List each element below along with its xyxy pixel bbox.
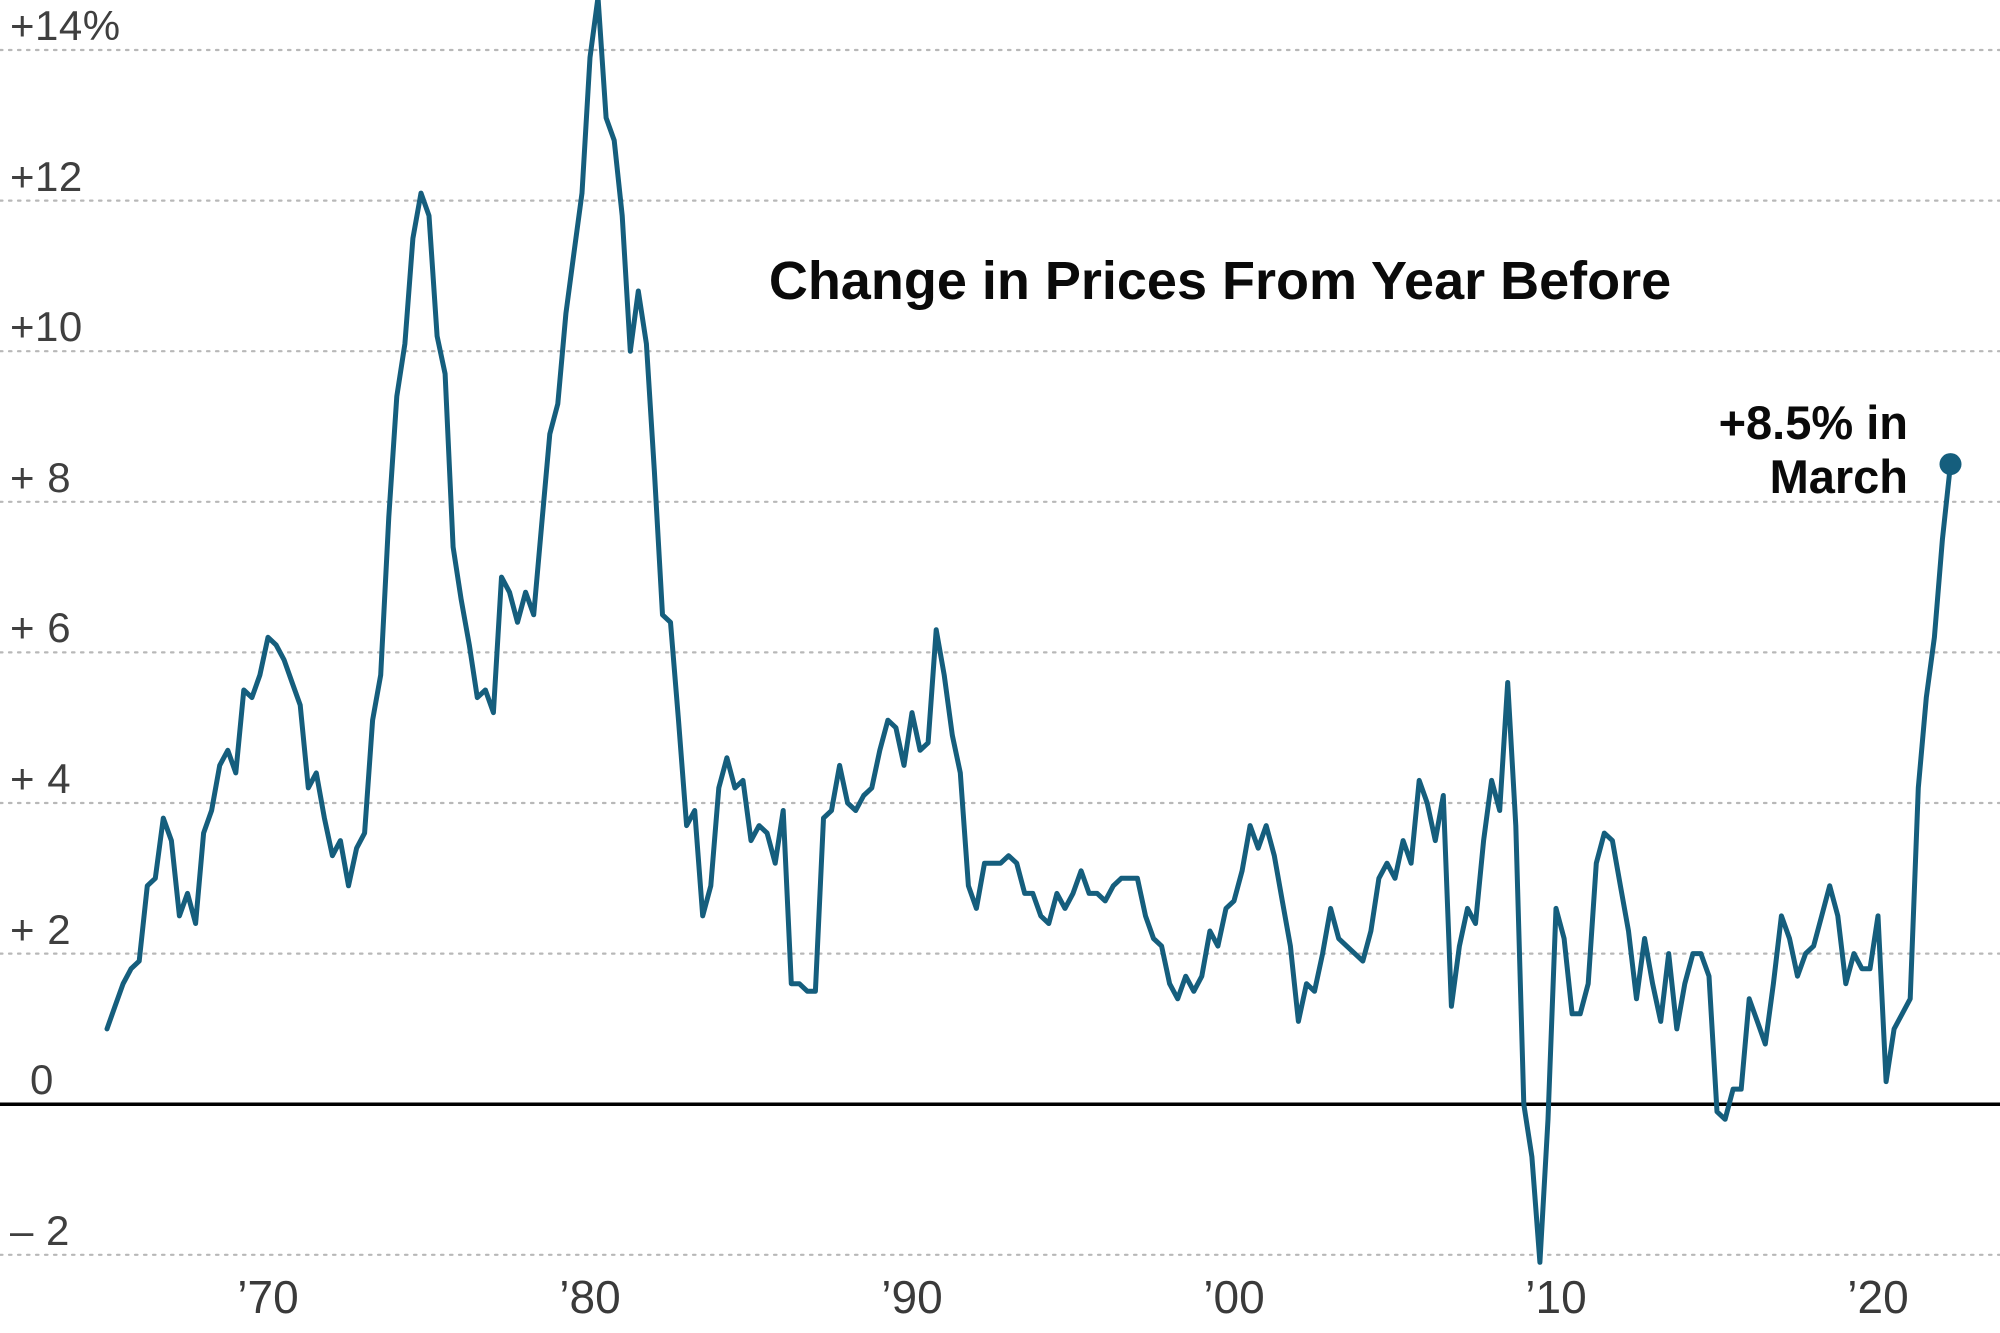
x-axis-label: ’80: [559, 1271, 621, 1323]
y-axis-label: + 8: [10, 453, 72, 501]
x-axis-label: ’00: [1203, 1271, 1265, 1323]
end-annotation: +8.5% in March: [1719, 396, 1908, 504]
series-line: [104, 0, 1953, 1265]
x-axis-label: ’90: [881, 1271, 943, 1323]
x-axis-label: ’70: [237, 1271, 299, 1323]
y-axis-label: + 6: [10, 604, 72, 652]
end-annotation-line2: March: [1769, 450, 1908, 504]
x-axis-label: ’10: [1525, 1271, 1587, 1323]
y-axis-label: + 4: [10, 755, 72, 802]
chart-title: Change in Prices From Year Before: [768, 251, 1672, 311]
end-annotation-line1: +8.5% in: [1718, 396, 1908, 449]
y-axis-label: +10: [10, 303, 83, 351]
y-axis-label: +14%: [10, 2, 121, 49]
y-axis-label: + 2: [10, 905, 72, 953]
x-axis-label: ’20: [1847, 1271, 1909, 1323]
end-dot: [1939, 453, 1962, 476]
y-axis-label: +12: [10, 152, 83, 200]
y-axis-label: – 2: [10, 1206, 70, 1254]
y-axis-label: 0: [30, 1056, 54, 1104]
